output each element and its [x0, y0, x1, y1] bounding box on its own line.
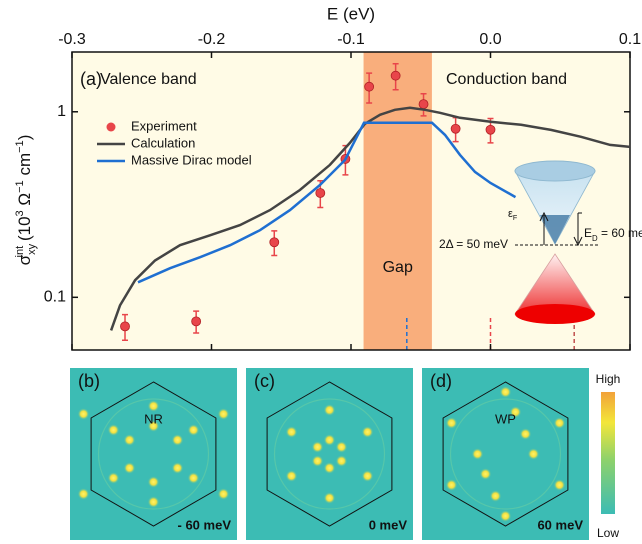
panel-energy: 0 meV [369, 517, 408, 532]
map-spot [312, 441, 324, 453]
data-point [316, 188, 325, 197]
map-spot [500, 386, 512, 398]
figure: Gap -0.3 -0.2 -0.1 0.0 0.1 0.1 1 E (eV) σxyint (1… [0, 0, 642, 544]
map-spot [188, 472, 200, 484]
map-spot [324, 492, 336, 504]
panel-energy: - 60 meV [178, 517, 232, 532]
map-spot [218, 408, 230, 420]
map-spot [336, 455, 348, 467]
map-spot [528, 448, 540, 460]
map-spot [490, 490, 502, 502]
x-tick-label: -0.1 [337, 31, 365, 48]
legend-label: Experiment [131, 118, 197, 133]
x-tick-label: -0.3 [58, 31, 86, 48]
map-spot [78, 488, 90, 500]
label-part: = 60 meV [598, 226, 642, 240]
data-point [365, 82, 374, 91]
map-spot [172, 434, 184, 446]
map-spot [312, 455, 324, 467]
label-part: Ω [15, 193, 34, 210]
map-spot [124, 462, 136, 474]
panel-label: (d) [430, 371, 452, 391]
data-point [486, 125, 495, 134]
x-tick-label: 0.0 [479, 31, 501, 48]
data-point [121, 322, 130, 331]
map-spot [286, 470, 298, 482]
map-spot [324, 462, 336, 474]
map-spot [324, 434, 336, 446]
y-axis-title: σxyint (103 Ω−1 cm−1) [14, 135, 38, 266]
map-spot [148, 400, 160, 412]
map-spot [446, 417, 458, 429]
gap-label: Gap [383, 259, 413, 276]
colorbar [601, 392, 615, 514]
data-point [391, 71, 400, 80]
label-part: cm [15, 153, 34, 180]
label-part: ) [15, 135, 34, 141]
map-spot [472, 448, 484, 460]
data-point [451, 124, 460, 133]
map-spot [148, 476, 160, 488]
map-spot [446, 479, 458, 491]
label-part: int [14, 246, 26, 258]
data-point [419, 100, 428, 109]
panel-tag: NR [144, 411, 163, 426]
label-part: E [584, 226, 592, 240]
map-spot [362, 426, 374, 438]
x-tick-label: 0.1 [619, 31, 641, 48]
panel-tag: WP [495, 411, 516, 426]
legend-label: Massive Dirac model [131, 152, 252, 167]
legend-label: Calculation [131, 135, 195, 150]
map-spot [500, 510, 512, 522]
panel-label: (c) [254, 371, 275, 391]
x-tick-label: -0.2 [198, 31, 226, 48]
map-spot [172, 462, 184, 474]
y-tick-label: 0.1 [44, 289, 66, 306]
map-background [246, 368, 413, 540]
colorbar-label: Low [597, 526, 619, 540]
map-panels: (b) NR - 60 meV (c) 0 meV (d) WP 60 meV High Low [70, 368, 620, 540]
map-panel: (d) WP 60 meV [422, 368, 589, 540]
map-spot [554, 417, 566, 429]
main-chart: Gap -0.3 -0.2 -0.1 0.0 0.1 0.1 1 E (eV) σxyint (1… [14, 4, 642, 350]
map-panel: (c) 0 meV [246, 368, 413, 540]
data-point [192, 317, 201, 326]
map-spot [78, 408, 90, 420]
map-spot [520, 428, 532, 440]
label-part: (10 [15, 216, 34, 245]
map-spot [148, 496, 160, 508]
legend-swatch [107, 123, 116, 132]
map-spot [286, 426, 298, 438]
data-point [270, 238, 279, 247]
map-spot [480, 468, 492, 480]
map-spot [108, 424, 120, 436]
map-spot [362, 470, 374, 482]
map-spot [218, 488, 230, 500]
label-part: −1 [14, 180, 26, 193]
panel-energy: 60 meV [537, 517, 583, 532]
annotation: Valence band [100, 71, 197, 88]
label-part: F [513, 214, 518, 222]
cone-bottom [515, 304, 595, 324]
annotation: Conduction band [446, 71, 567, 88]
map-spot [124, 434, 136, 446]
map-spot [554, 479, 566, 491]
inset-label: 2Δ = 50 meV [439, 237, 508, 251]
map-background [70, 368, 237, 540]
map-panel: (b) NR - 60 meV [70, 368, 237, 540]
map-spot [336, 441, 348, 453]
gap-band [364, 52, 432, 350]
label-part: −1 [14, 140, 26, 153]
cone-top [515, 161, 595, 181]
map-spot [108, 472, 120, 484]
y-tick-label: 1 [57, 103, 66, 120]
map-spot [324, 404, 336, 416]
colorbar-label: High [596, 372, 621, 386]
map-spot [188, 424, 200, 436]
panel-label: (b) [78, 371, 100, 391]
panel-label: (a) [80, 69, 102, 89]
x-axis-title: E (eV) [327, 4, 375, 23]
